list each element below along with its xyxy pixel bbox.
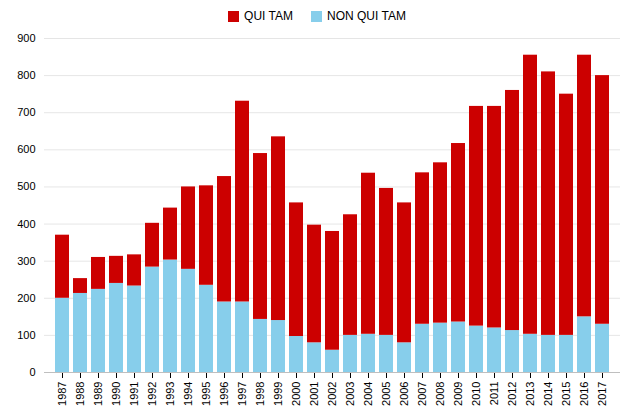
svg-text:2000: 2000: [290, 382, 302, 406]
svg-text:300: 300: [17, 255, 35, 267]
svg-text:2007: 2007: [416, 382, 428, 406]
svg-text:2003: 2003: [344, 382, 356, 406]
svg-text:2002: 2002: [326, 382, 338, 406]
svg-text:100: 100: [17, 329, 35, 341]
svg-text:2015: 2015: [560, 382, 572, 406]
svg-text:2001: 2001: [308, 382, 320, 406]
svg-text:2011: 2011: [488, 382, 500, 406]
svg-text:2006: 2006: [398, 382, 410, 406]
svg-text:2016: 2016: [578, 382, 590, 406]
svg-text:1987: 1987: [56, 382, 68, 406]
svg-text:700: 700: [17, 106, 35, 118]
svg-text:500: 500: [17, 180, 35, 192]
svg-text:900: 900: [17, 32, 35, 44]
svg-text:1995: 1995: [200, 382, 212, 406]
svg-text:1989: 1989: [92, 382, 104, 406]
svg-text:2014: 2014: [542, 382, 554, 406]
svg-text:2013: 2013: [524, 382, 536, 406]
html-text:NON QUI TAM: NON QUI TAM: [327, 9, 406, 23]
svg-text:1993: 1993: [164, 382, 176, 406]
svg-text:0: 0: [29, 366, 35, 378]
svg-text:200: 200: [17, 292, 35, 304]
svg-text:1990: 1990: [110, 382, 122, 406]
svg-text:1988: 1988: [74, 382, 86, 406]
svg-text:2010: 2010: [470, 382, 482, 406]
svg-text:1997: 1997: [236, 382, 248, 406]
svg-text:2004: 2004: [362, 382, 374, 406]
svg-text:800: 800: [17, 69, 35, 81]
svg-text:2009: 2009: [452, 382, 464, 406]
svg-text:400: 400: [17, 218, 35, 230]
svg-text:1999: 1999: [272, 382, 284, 406]
svg-text:1998: 1998: [254, 382, 266, 406]
html-text:QUI TAM: QUI TAM: [244, 9, 293, 23]
svg-text:2005: 2005: [380, 382, 392, 406]
svg-text:1994: 1994: [182, 382, 194, 406]
svg-text:600: 600: [17, 143, 35, 155]
svg-text:1991: 1991: [128, 382, 140, 406]
svg-text:2012: 2012: [506, 382, 518, 406]
svg-text:1996: 1996: [218, 382, 230, 406]
svg-text:2017: 2017: [596, 382, 608, 406]
svg-text:2008: 2008: [434, 382, 446, 406]
svg-text:1992: 1992: [146, 382, 158, 406]
